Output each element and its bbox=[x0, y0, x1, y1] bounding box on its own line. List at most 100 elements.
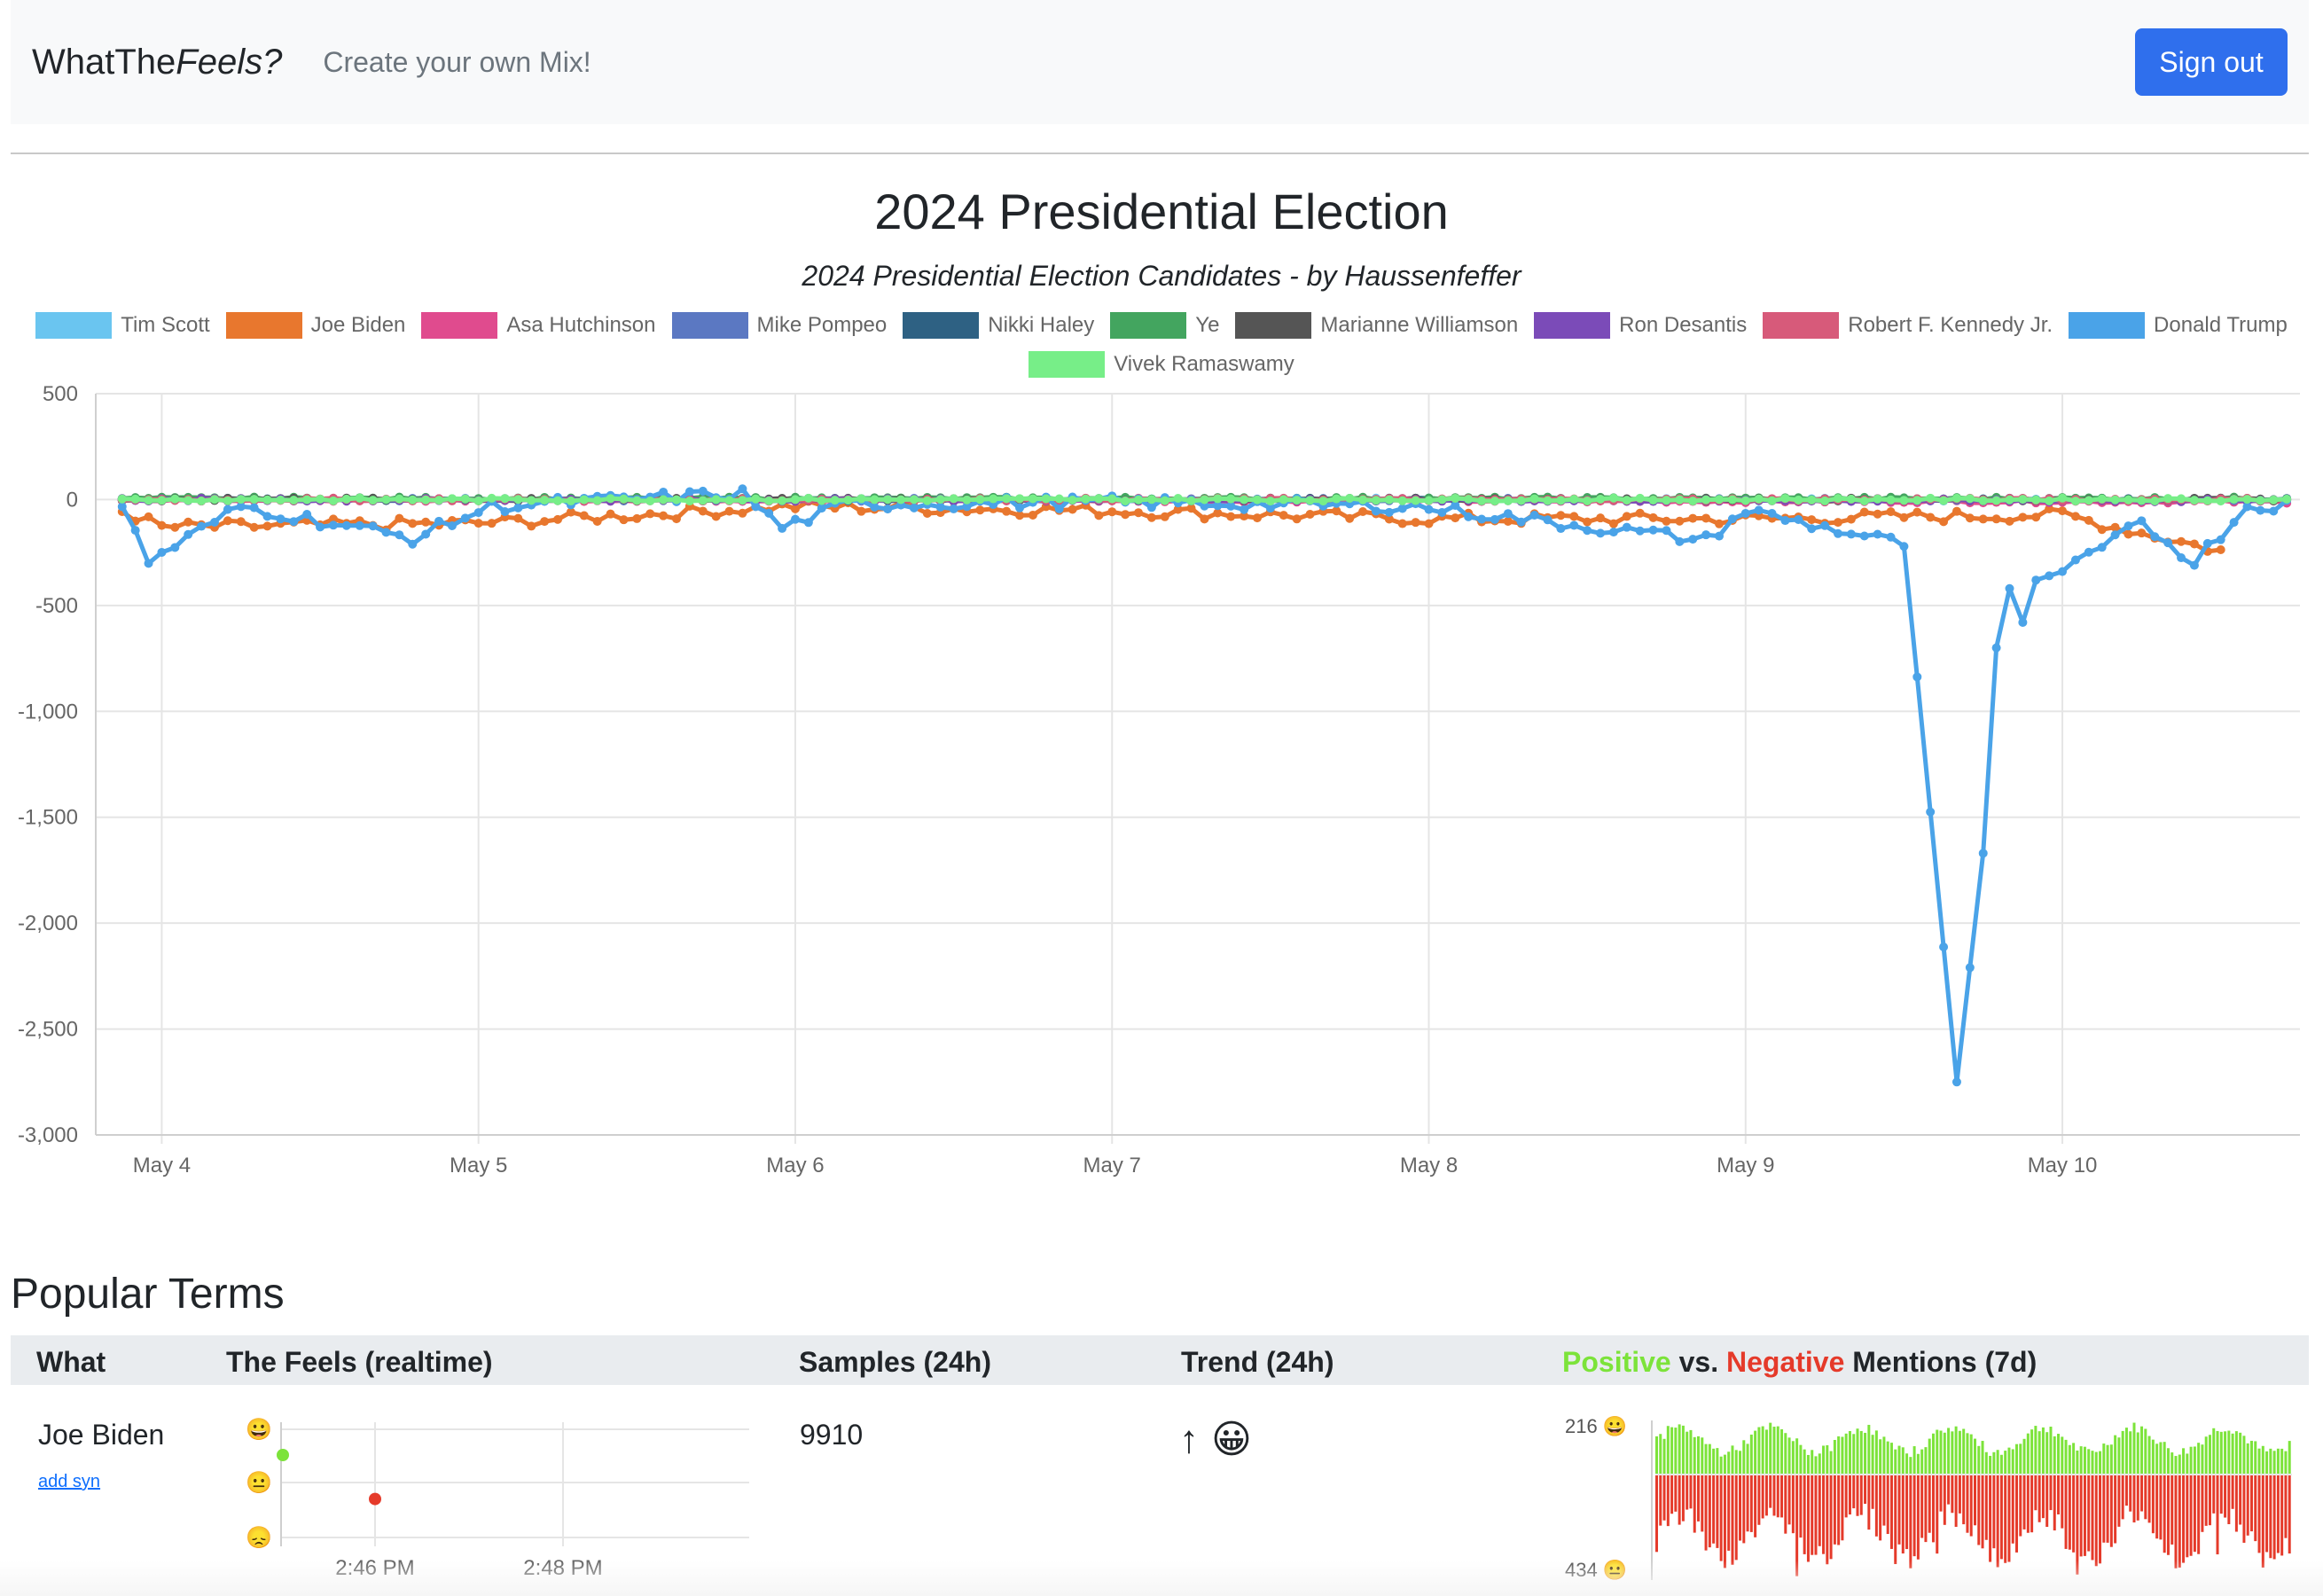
negative-bar bbox=[1871, 1475, 1874, 1509]
negative-bar bbox=[1769, 1475, 1772, 1508]
data-point bbox=[262, 495, 272, 505]
data-point bbox=[1662, 526, 1671, 536]
header-vs: vs. bbox=[1670, 1346, 1726, 1378]
create-mix-link[interactable]: Create your own Mix! bbox=[323, 45, 591, 78]
term-name[interactable]: Joe Biden bbox=[38, 1419, 165, 1451]
data-point bbox=[1358, 507, 1368, 517]
legend-item[interactable]: Robert F. Kennedy Jr. bbox=[1763, 312, 2053, 339]
negative-bar bbox=[1981, 1475, 1984, 1549]
data-point bbox=[1107, 494, 1117, 504]
positive-bar bbox=[2182, 1448, 2186, 1474]
legend-item[interactable]: Marianne Williamson bbox=[1235, 312, 1518, 339]
data-point bbox=[130, 526, 140, 536]
legend-item[interactable]: Vivek Ramaswamy bbox=[1029, 351, 1294, 378]
chart-subtitle: 2024 Presidential Election Candidates - … bbox=[802, 260, 1521, 292]
brand-prefix: WhatThe bbox=[32, 42, 176, 82]
negative-bar bbox=[2114, 1475, 2117, 1544]
data-point bbox=[1820, 520, 1830, 530]
positive-bar bbox=[1704, 1443, 1708, 1474]
data-point bbox=[421, 495, 431, 505]
positive-bar bbox=[1791, 1441, 1795, 1474]
legend-swatch bbox=[35, 312, 113, 339]
data-point bbox=[1820, 496, 1830, 505]
legend-item[interactable]: Joe Biden bbox=[225, 312, 405, 339]
data-point bbox=[2097, 543, 2107, 552]
data-point bbox=[698, 486, 708, 496]
legend-item[interactable]: Nikki Haley bbox=[903, 312, 1094, 339]
positive-bar bbox=[2106, 1444, 2109, 1474]
negative-bar bbox=[2234, 1475, 2238, 1532]
add-syn-link[interactable]: add syn bbox=[38, 1472, 101, 1491]
data-point bbox=[276, 514, 285, 524]
data-point bbox=[1002, 494, 1012, 504]
positive-bar bbox=[1894, 1449, 1897, 1474]
data-point bbox=[289, 517, 299, 527]
legend-label: Mike Pompeo bbox=[756, 313, 888, 337]
sign-out-button[interactable]: Sign out bbox=[2135, 28, 2288, 96]
data-point bbox=[209, 517, 219, 527]
negative-bar bbox=[2288, 1475, 2291, 1554]
positive-bar bbox=[1734, 1450, 1738, 1474]
legend-label: Robert F. Kennedy Jr. bbox=[1848, 313, 2053, 337]
data-point bbox=[1991, 496, 2001, 505]
data-point bbox=[1028, 510, 1037, 520]
data-point bbox=[1833, 494, 1842, 504]
mentions-bar-chart: 216 😀434 😐 bbox=[1565, 1415, 2292, 1581]
data-point bbox=[527, 521, 536, 531]
positive-bar bbox=[2057, 1434, 2061, 1474]
data-point bbox=[289, 496, 299, 505]
positive-bar bbox=[1871, 1435, 1874, 1474]
legend-item[interactable]: Asa Hutchinson bbox=[421, 312, 656, 339]
legend-item[interactable]: Ron Desantis bbox=[1534, 312, 1747, 339]
negative-bar bbox=[2053, 1475, 2056, 1531]
negative-bar bbox=[1954, 1475, 1958, 1527]
brand-logo[interactable]: WhatTheFeels? bbox=[32, 43, 282, 82]
legend-item[interactable]: Ye bbox=[1110, 312, 1219, 339]
negative-bar bbox=[2231, 1475, 2234, 1509]
negative-bar bbox=[1662, 1475, 1666, 1521]
data-point bbox=[1213, 501, 1223, 511]
legend-item[interactable]: Mike Pompeo bbox=[671, 312, 888, 339]
data-point bbox=[1622, 512, 1631, 521]
negative-bar bbox=[1731, 1475, 1734, 1565]
positive-bar bbox=[1943, 1432, 1946, 1474]
data-point bbox=[236, 502, 246, 512]
positive-bar bbox=[1780, 1428, 1784, 1474]
data-point bbox=[1477, 496, 1487, 505]
data-point bbox=[460, 513, 470, 523]
data-point bbox=[1068, 505, 1077, 514]
x-tick-label: May 7 bbox=[1083, 1154, 1141, 1177]
data-point bbox=[1596, 494, 1606, 504]
chart-legend: Tim Scott Joe Biden Asa Hutchinson Mike Pom… bbox=[27, 312, 2296, 378]
data-point bbox=[1556, 511, 1566, 520]
data-point bbox=[1054, 494, 1064, 504]
data-point bbox=[553, 496, 563, 505]
negative-bar bbox=[1712, 1475, 1716, 1544]
negative-bar bbox=[1974, 1475, 1976, 1526]
data-point bbox=[1556, 496, 1566, 505]
negative-bar bbox=[1943, 1475, 1946, 1525]
legend-item[interactable]: Tim Scott bbox=[35, 312, 210, 339]
positive-bar bbox=[1936, 1429, 1939, 1474]
positive-bar bbox=[2076, 1450, 2079, 1474]
data-point bbox=[2045, 504, 2054, 513]
negative-bar bbox=[2136, 1475, 2139, 1521]
positive-bar bbox=[2151, 1439, 2155, 1474]
data-point bbox=[500, 494, 510, 504]
negative-bar bbox=[2011, 1475, 2014, 1544]
data-point bbox=[659, 495, 669, 505]
negative-bar bbox=[1905, 1475, 1909, 1550]
data-point bbox=[1411, 496, 1420, 505]
data-point bbox=[513, 503, 523, 512]
data-point bbox=[1332, 506, 1341, 516]
data-point bbox=[1134, 508, 1144, 518]
negative-bar bbox=[1841, 1475, 1844, 1541]
data-point bbox=[1780, 516, 1790, 526]
legend-item[interactable]: Donald Trump bbox=[2069, 312, 2288, 339]
data-point bbox=[684, 487, 694, 497]
data-point bbox=[1451, 513, 1460, 523]
negative-bar bbox=[1784, 1475, 1787, 1534]
data-point bbox=[170, 543, 180, 552]
negative-bar bbox=[1799, 1475, 1803, 1538]
data-point bbox=[1635, 493, 1645, 503]
